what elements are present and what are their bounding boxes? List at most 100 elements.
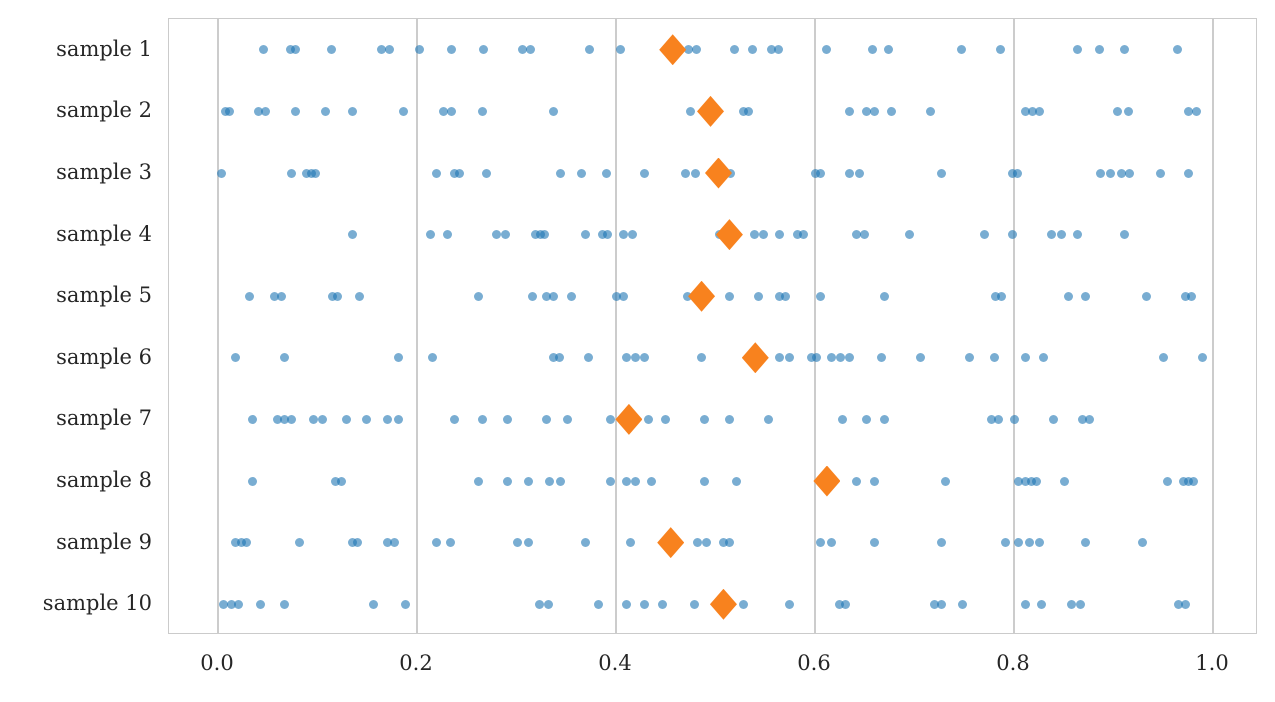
data-point-dot bbox=[957, 599, 967, 609]
data-point-dot bbox=[616, 45, 626, 55]
data-point-dot bbox=[287, 168, 297, 178]
x-tick-label: 0.6 bbox=[797, 651, 831, 675]
data-point-dot bbox=[291, 106, 301, 116]
data-point-dot bbox=[1076, 599, 1086, 609]
data-point-dot bbox=[432, 538, 442, 548]
data-point-dot bbox=[729, 45, 739, 55]
data-point-dot bbox=[1014, 538, 1024, 548]
data-point-dot bbox=[860, 230, 870, 240]
data-point-dot bbox=[1119, 45, 1129, 55]
data-point-dot bbox=[428, 353, 438, 363]
y-tick-label: sample 2 bbox=[56, 98, 152, 123]
data-point-dot bbox=[384, 45, 394, 55]
data-point-dot bbox=[1021, 106, 1031, 116]
data-point-dot bbox=[870, 538, 880, 548]
data-point-dot bbox=[273, 414, 283, 424]
y-tick-label: sample 7 bbox=[56, 406, 152, 431]
data-point-dot bbox=[400, 599, 410, 609]
data-point-dot bbox=[415, 45, 425, 55]
data-point-dot bbox=[822, 45, 832, 55]
data-point-dot bbox=[447, 106, 457, 116]
data-point-dot bbox=[905, 230, 915, 240]
data-point-dot bbox=[1021, 353, 1031, 363]
data-point-dot bbox=[738, 599, 748, 609]
data-point-dot bbox=[1162, 476, 1172, 486]
x-tick-label: 0.8 bbox=[996, 651, 1030, 675]
data-point-dot bbox=[628, 230, 638, 240]
data-point-dot bbox=[1060, 476, 1070, 486]
data-point-dot bbox=[700, 476, 710, 486]
data-point-dot bbox=[601, 168, 611, 178]
data-point-dot bbox=[597, 230, 607, 240]
data-point-dot bbox=[525, 45, 535, 55]
data-point-dot bbox=[753, 291, 763, 301]
data-point-dot bbox=[1073, 45, 1083, 55]
data-point-dot bbox=[1021, 476, 1031, 486]
data-point-dot bbox=[784, 599, 794, 609]
data-point-dot bbox=[626, 538, 636, 548]
data-point-dot bbox=[724, 414, 734, 424]
data-point-dot bbox=[227, 599, 237, 609]
data-point-dot bbox=[880, 291, 890, 301]
data-point-dot bbox=[956, 45, 966, 55]
data-point-dot bbox=[455, 168, 465, 178]
data-point-dot bbox=[1025, 538, 1035, 548]
data-point-dot bbox=[368, 599, 378, 609]
y-tick-label: sample 9 bbox=[56, 529, 152, 554]
data-point-dot bbox=[1188, 476, 1198, 486]
data-point-dot bbox=[1191, 106, 1201, 116]
data-point-dot bbox=[870, 106, 880, 116]
data-point-dot bbox=[1067, 599, 1077, 609]
data-point-dot bbox=[1123, 106, 1133, 116]
data-point-dot bbox=[382, 538, 392, 548]
data-point-dot bbox=[231, 353, 241, 363]
data-point-dot bbox=[845, 106, 855, 116]
data-point-dot bbox=[242, 538, 252, 548]
data-point-dot bbox=[964, 353, 974, 363]
data-point-dot bbox=[1183, 168, 1193, 178]
data-point-dot bbox=[683, 291, 693, 301]
data-point-dot bbox=[605, 476, 615, 486]
data-point-dot bbox=[691, 168, 701, 178]
data-point-dot bbox=[237, 538, 247, 548]
data-point-dot bbox=[1014, 476, 1024, 486]
data-point-dot bbox=[887, 106, 897, 116]
data-point-dot bbox=[993, 414, 1003, 424]
data-point-dot bbox=[287, 414, 297, 424]
x-tick-label: 0.0 bbox=[200, 651, 234, 675]
data-point-dot bbox=[376, 45, 386, 55]
data-point-dot bbox=[1116, 168, 1126, 178]
y-tick-label: sample 10 bbox=[42, 591, 152, 616]
data-point-dot bbox=[1047, 230, 1057, 240]
data-point-dot bbox=[702, 538, 712, 548]
data-point-dot bbox=[929, 599, 939, 609]
data-point-dot bbox=[1028, 106, 1038, 116]
data-point-dot bbox=[482, 168, 492, 178]
data-point-dot bbox=[836, 353, 846, 363]
data-point-dot bbox=[827, 353, 837, 363]
data-point-dot bbox=[555, 168, 565, 178]
data-point-dot bbox=[1155, 168, 1165, 178]
y-tick-label: sample 8 bbox=[56, 468, 152, 492]
data-point-dot bbox=[326, 45, 336, 55]
data-point-dot bbox=[548, 291, 558, 301]
data-point-dot bbox=[580, 230, 590, 240]
data-point-dot bbox=[1137, 538, 1147, 548]
data-point-dot bbox=[1032, 476, 1042, 486]
data-point-dot bbox=[986, 414, 996, 424]
data-point-dot bbox=[658, 599, 668, 609]
data-point-dot bbox=[336, 476, 346, 486]
data-point-dot bbox=[393, 414, 403, 424]
data-point-dot bbox=[1081, 291, 1091, 301]
data-point-dot bbox=[862, 414, 872, 424]
data-point-dot bbox=[816, 291, 826, 301]
mean-diamond-marker bbox=[615, 403, 643, 435]
data-point-dot bbox=[995, 45, 1005, 55]
data-point-dot bbox=[852, 230, 862, 240]
data-point-dot bbox=[541, 291, 551, 301]
data-point-dot bbox=[1158, 353, 1168, 363]
data-point-dot bbox=[1007, 168, 1017, 178]
data-point-dot bbox=[1073, 230, 1083, 240]
data-point-dot bbox=[862, 106, 872, 116]
data-point-dot bbox=[523, 476, 533, 486]
